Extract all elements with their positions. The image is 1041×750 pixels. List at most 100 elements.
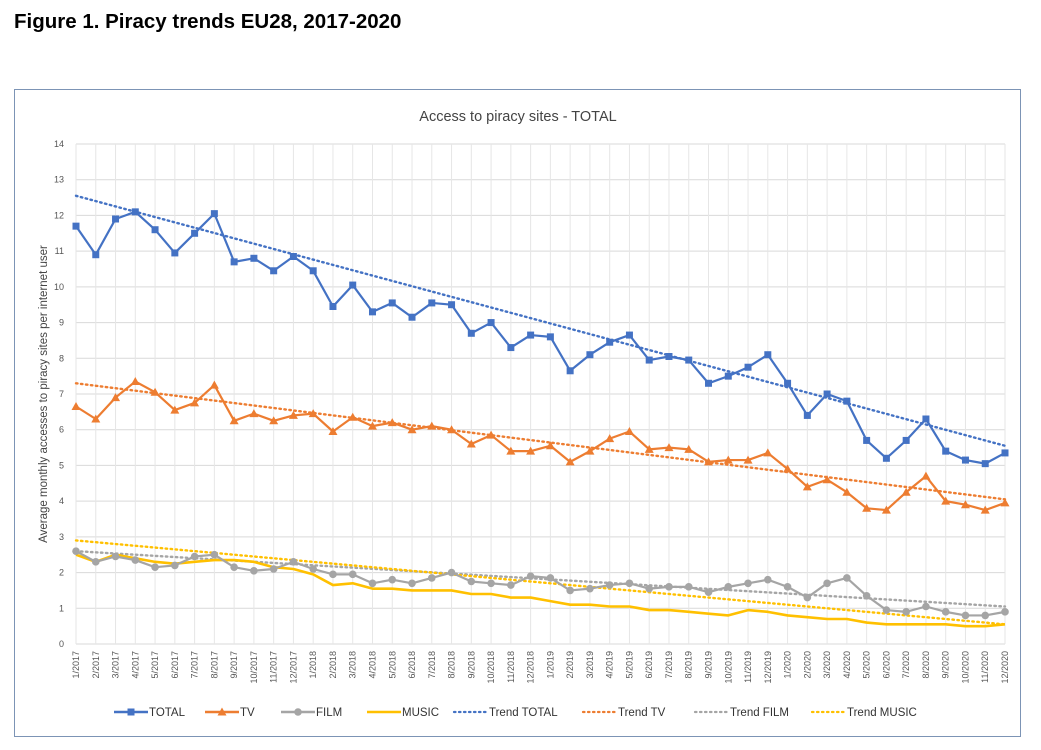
data-point-total: [882, 454, 890, 462]
data-point-tv: [980, 505, 990, 514]
data-point-total: [665, 353, 673, 360]
x-tick-label: 2/2019: [565, 651, 575, 679]
data-point-tv: [328, 427, 338, 435]
data-point-tv: [585, 446, 595, 455]
data-point-total: [961, 456, 969, 464]
legend-item-trend-music: Trend MUSIC: [810, 707, 917, 719]
data-point-tv: [545, 441, 555, 450]
data-point-film: [388, 575, 397, 584]
data-point-film: [91, 558, 100, 566]
data-point-tv: [743, 455, 753, 464]
y-tick-label: 10: [54, 282, 64, 292]
series-line-total: [75, 210, 1006, 465]
legend-label: MUSIC: [402, 707, 439, 719]
legend-marker: [127, 708, 135, 716]
data-point-tv: [605, 434, 615, 443]
x-axis-ticks: 1/2017 2/2017 3/2017 4/2017 5/2017 6/2017 7/20…: [71, 651, 1010, 684]
data-point-film: [961, 611, 970, 620]
data-point-total: [645, 356, 653, 364]
data-point-film: [269, 565, 278, 573]
series-music: [75, 553, 1006, 628]
legend: TOTAL TV FILM MUSIC Trend TOTAL Trend TV Trend…: [114, 707, 917, 719]
data-point-tv: [624, 427, 634, 435]
legend-item-trend-film: Trend FILM: [693, 707, 789, 719]
data-point-tv: [229, 416, 239, 425]
data-point-tv: [941, 496, 951, 505]
data-point-tv: [170, 405, 180, 414]
x-tick-label: 4/2018: [367, 651, 377, 679]
legend-item-tv: TV: [205, 707, 255, 719]
x-tick-label: 2/2017: [91, 651, 101, 679]
data-point-tv: [348, 412, 358, 421]
data-point-total: [863, 436, 871, 444]
trend-line-tv: [74, 382, 1007, 501]
data-point-total: [843, 397, 851, 405]
x-tick-label: 4/2020: [842, 651, 852, 679]
data-point-film: [210, 550, 219, 559]
data-point-film: [309, 565, 317, 573]
data-point-total: [902, 436, 910, 444]
data-point-total: [566, 367, 574, 375]
x-tick-label: 12/2017: [288, 651, 298, 684]
data-point-tv: [763, 448, 773, 457]
data-point-tv: [506, 446, 516, 455]
legend-item-trend-total: Trend TOTAL: [452, 707, 558, 719]
data-point-total: [803, 411, 811, 419]
series-tv: [71, 377, 1010, 514]
data-point-total: [942, 447, 950, 455]
data-point-film: [329, 570, 337, 579]
data-point-film: [151, 563, 159, 572]
data-point-total: [764, 351, 772, 359]
data-point-tv: [427, 421, 437, 430]
y-tick-label: 11: [55, 246, 64, 256]
data-point-tv: [921, 471, 931, 480]
x-tick-label: 9/2017: [229, 651, 239, 679]
data-point-tv: [150, 387, 160, 396]
data-point-tv: [130, 377, 140, 385]
data-point-total: [151, 226, 159, 234]
data-point-tv: [862, 503, 872, 512]
data-series: [71, 208, 1010, 628]
x-tick-label: 9/2018: [466, 651, 476, 679]
x-tick-label: 2/2020: [802, 651, 812, 679]
data-point-tv: [288, 410, 298, 419]
x-tick-label: 9/2020: [941, 651, 951, 679]
data-point-film: [111, 552, 120, 561]
x-tick-label: 10/2017: [249, 651, 259, 684]
data-point-film: [882, 606, 891, 614]
x-tick-label: 5/2017: [150, 651, 160, 679]
y-tick-label: 13: [54, 175, 64, 185]
data-point-tv: [723, 455, 733, 464]
data-point-total: [784, 379, 792, 387]
data-point-tv: [565, 457, 575, 466]
data-point-film: [605, 581, 614, 589]
data-point-film: [408, 579, 416, 588]
data-point-tv: [209, 380, 219, 389]
x-tick-label: 3/2018: [348, 651, 358, 679]
data-point-total: [349, 281, 357, 289]
data-point-total: [685, 356, 693, 364]
data-point-tv: [526, 446, 536, 455]
data-point-film: [447, 568, 456, 577]
data-point-film: [250, 566, 258, 575]
data-point-film: [981, 611, 990, 620]
data-point-total: [546, 333, 554, 341]
x-tick-label: 6/2018: [407, 651, 417, 679]
data-point-film: [902, 608, 910, 616]
data-point-tv: [71, 402, 81, 410]
x-tick-label: 10/2018: [486, 651, 496, 684]
data-point-total: [72, 222, 80, 230]
y-tick-label: 5: [59, 460, 64, 470]
x-tick-label: 1/2020: [783, 651, 793, 679]
series-line-film: [75, 550, 1006, 617]
data-point-total: [171, 249, 179, 257]
data-point-total: [507, 344, 515, 352]
y-tick-label: 1: [59, 603, 64, 613]
x-tick-label: 12/2019: [763, 651, 773, 684]
legend-label: TV: [240, 707, 255, 719]
data-point-total: [368, 308, 376, 316]
data-point-film: [546, 574, 555, 582]
legend-label: Trend FILM: [730, 707, 789, 719]
data-point-total: [408, 313, 416, 321]
